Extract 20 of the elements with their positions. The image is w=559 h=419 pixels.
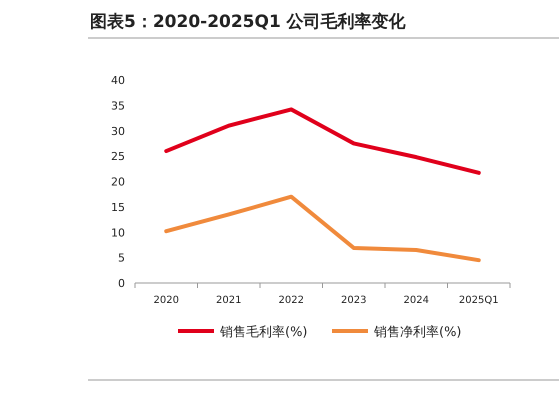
y-tick-label: 15 <box>111 200 125 214</box>
x-tick-label: 2020 <box>154 295 179 306</box>
y-tick-label: 20 <box>111 176 125 188</box>
x-tick-label: 2024 <box>404 295 429 306</box>
legend-label: 销售净利率(%) <box>373 324 462 340</box>
line-series <box>164 194 481 262</box>
x-tick-label: 2021 <box>216 295 242 306</box>
line-series <box>164 107 481 175</box>
y-tick-label: 30 <box>111 124 125 138</box>
x-tick-label: 2025Q1 <box>458 295 499 306</box>
y-tick-label: 35 <box>111 99 125 112</box>
legend-label: 销售毛利率(%) <box>219 324 308 340</box>
chart-title: 图表5：2020-2025Q1 公司毛利率变化 <box>90 12 407 32</box>
y-tick-label: 0 <box>118 277 125 290</box>
y-tick-label: 40 <box>111 74 125 87</box>
y-tick-label: 25 <box>111 150 125 164</box>
x-tick-label: 2022 <box>278 295 304 306</box>
y-tick-label: 5 <box>118 252 125 265</box>
x-tick-label: 2023 <box>341 295 366 306</box>
y-tick-label: 10 <box>111 226 125 240</box>
